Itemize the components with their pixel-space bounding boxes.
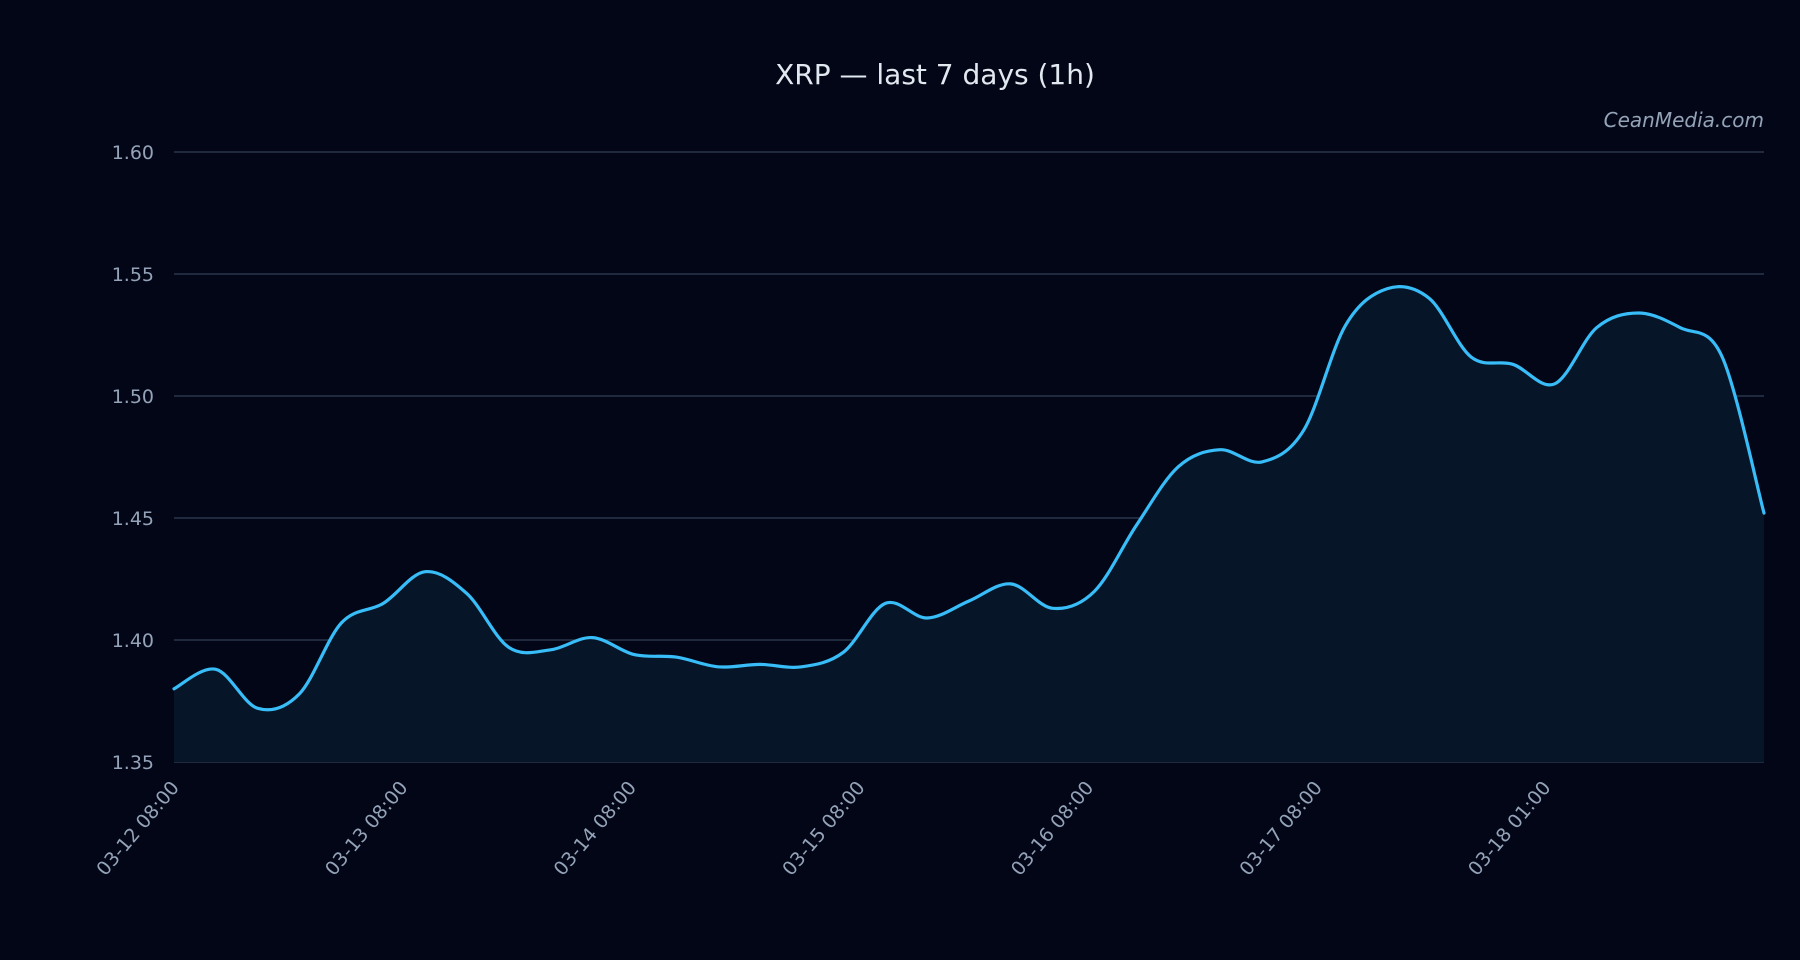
y-tick-label: 1.40 (112, 630, 154, 652)
x-tick-label: 03-16 08:00 (1007, 777, 1098, 880)
y-tick-label: 1.60 (112, 142, 154, 164)
chart-title: XRP — last 7 days (1h) (775, 58, 1095, 91)
price-area (174, 286, 1764, 762)
x-tick-label: 03-18 01:00 (1464, 777, 1555, 880)
watermark: CeanMedia.com (1604, 108, 1764, 132)
x-axis-ticks: 03-12 08:00 03-13 08:00 03-14 08:00 03-15 0… (92, 777, 1555, 880)
x-tick-label: 03-13 08:00 (321, 777, 412, 880)
y-tick-label: 1.45 (112, 508, 154, 530)
x-tick-label: 03-17 08:00 (1235, 777, 1326, 880)
y-tick-label: 1.35 (112, 752, 154, 774)
y-tick-label: 1.50 (112, 386, 154, 408)
y-tick-label: 1.55 (112, 264, 154, 286)
price-line (172, 285, 1766, 712)
x-tick-label: 03-14 08:00 (550, 777, 641, 880)
x-tick-label: 03-12 08:00 (92, 777, 183, 880)
x-tick-label: 03-15 08:00 (778, 777, 869, 880)
y-axis-ticks: 1.35 1.40 1.45 1.50 1.55 1.60 (112, 142, 154, 774)
